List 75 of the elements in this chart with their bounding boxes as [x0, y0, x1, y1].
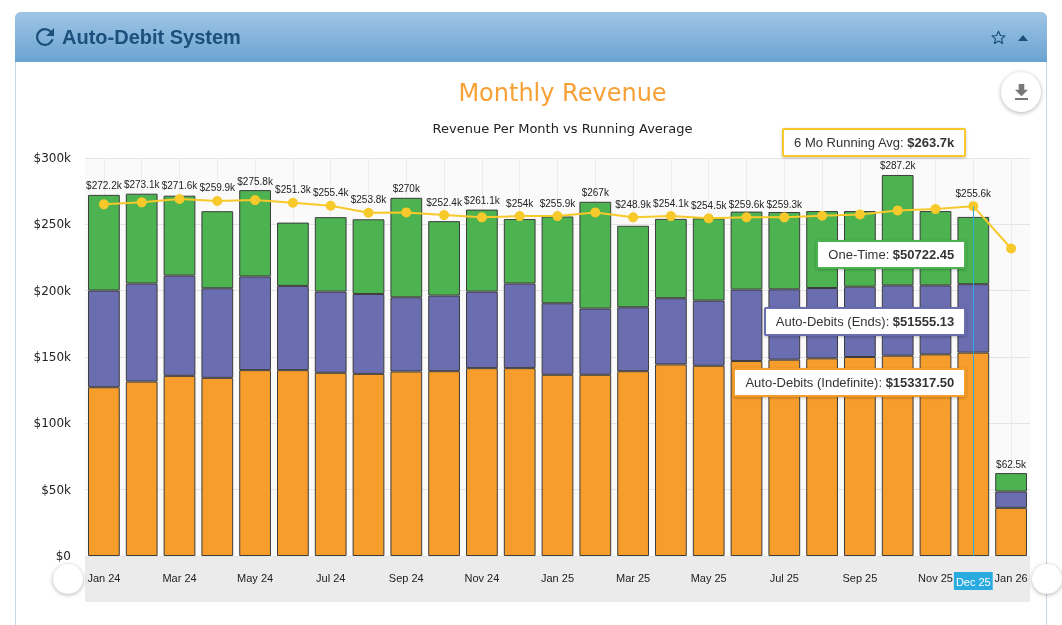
x-tick-label: May 25 [690, 571, 727, 584]
point [552, 211, 563, 222]
total-label: $253.8k [350, 194, 388, 206]
point [741, 212, 752, 223]
x-tick-label: Nov 24 [464, 571, 500, 584]
total-label: $272.2k [86, 180, 123, 192]
y-tick-label: $200k [33, 283, 72, 298]
point [514, 211, 525, 222]
point [325, 200, 336, 211]
total-label: $255.9k [539, 197, 577, 209]
total-label: $287.2k [879, 160, 917, 172]
point [136, 197, 147, 208]
point [363, 207, 374, 218]
x-tick-label: Sep 24 [388, 571, 424, 584]
total-label: $62.5k [996, 458, 1028, 470]
total-label: $267k [581, 187, 610, 199]
x-tick-label: Jul 25 [769, 571, 799, 584]
total-label: $254.5k [690, 199, 728, 211]
total-label: $252.4k [426, 196, 463, 208]
point [817, 210, 828, 221]
point [212, 195, 223, 206]
annotation: Auto-Debits (Indefinite): $153317.50 [745, 375, 955, 390]
y-tick-label: $150k [33, 350, 72, 364]
y-tick-label: $0 [55, 549, 71, 563]
total-label: $273.1k [123, 179, 161, 191]
point [968, 201, 979, 212]
total-label: $259.3k [766, 198, 804, 210]
total-label: $271.6k [161, 180, 199, 192]
x-tick-label: Jan 25 [540, 571, 575, 584]
x-tick-label: May 24 [237, 571, 274, 584]
x-tick-label: Mar 24 [162, 571, 197, 584]
y-tick-label: $100k [33, 416, 72, 431]
point [703, 213, 714, 224]
point [1006, 243, 1017, 254]
point [930, 204, 941, 215]
point [401, 207, 412, 218]
total-label: $251.3k [275, 184, 312, 196]
y-tick-label: $50k [41, 482, 72, 497]
x-tick-label: Dec 25 [955, 575, 991, 588]
point [590, 207, 601, 218]
point [854, 209, 865, 220]
x-tick-label: Sep 25 [842, 571, 878, 584]
point [892, 205, 903, 216]
annotation: One-Time: $50722.45 [828, 247, 955, 262]
x-tick-label: Jul 24 [316, 571, 346, 584]
total-label: $254k [506, 197, 535, 209]
point [287, 197, 298, 208]
x-tick-label: Mar 25 [615, 571, 651, 584]
x-tick-label: Nov 25 [918, 571, 953, 584]
total-label: $255.4k [312, 187, 350, 199]
point [250, 195, 261, 206]
total-label: $255.6k [955, 187, 993, 199]
total-label: $259.9k [199, 182, 237, 194]
point [665, 211, 676, 222]
x-tick-label: Jan 26 [994, 571, 1028, 584]
chart-subtitle: Revenue Per Month vs Running Average [432, 121, 693, 136]
x-tick-label: Jan 24 [87, 571, 121, 584]
text: Auto-Debit System [62, 26, 241, 48]
annotation: Auto-Debits (Ends): $51555.13 [775, 314, 955, 329]
point [779, 212, 790, 223]
y-tick-label: $300k [33, 151, 72, 165]
total-label: $275.8k [237, 175, 274, 187]
point [174, 194, 185, 204]
point [628, 212, 639, 223]
total-label: $270k [392, 183, 421, 195]
y-tick-label: $250k [33, 217, 72, 232]
total-label: $261.1k [464, 195, 501, 207]
point [98, 199, 109, 210]
point [439, 210, 450, 221]
text: 6 Mo Running Avg: $263.7k [794, 135, 955, 150]
point [476, 212, 487, 223]
total-label: $254.1k [653, 197, 690, 209]
total-label: $248.9k [615, 198, 652, 210]
total-label: $259.6k [728, 198, 766, 210]
chart-title: Monthly Revenue [458, 79, 667, 107]
